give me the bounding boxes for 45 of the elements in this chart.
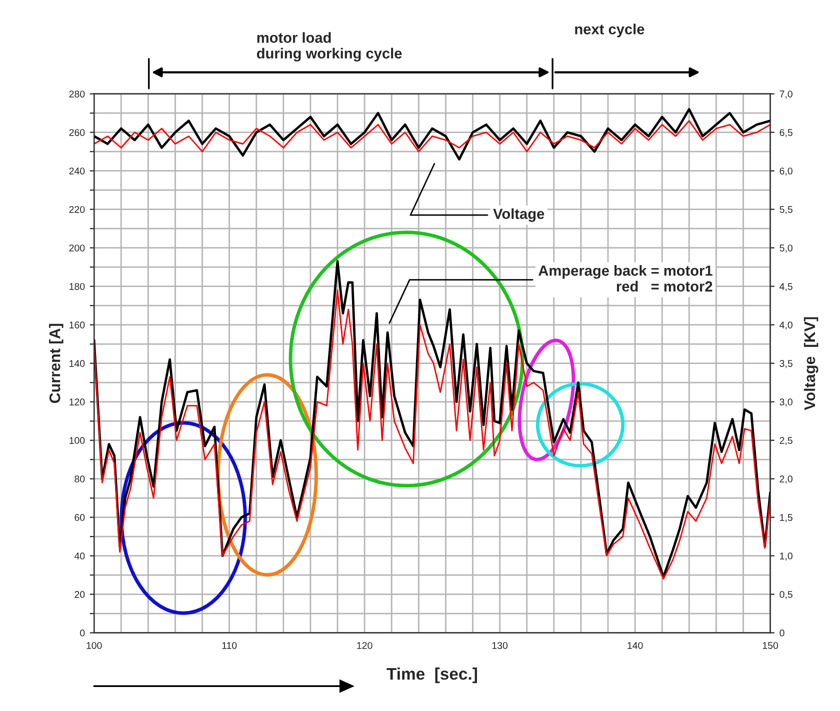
annotation: Amperage back = motor1 red = motor2 [538, 265, 712, 292]
y-tick-label: 40 [74, 552, 85, 560]
y-tick-label: 80 [74, 476, 85, 482]
annotation: Voltage [493, 208, 544, 222]
y-tick-label: 280 [69, 90, 85, 98]
y-tick-label: 140 [70, 360, 85, 367]
text: motor load during working cycle [256, 32, 402, 62]
y2-tick-label: 4,0 [780, 322, 792, 330]
y2-tick-label: 4,5 [780, 283, 792, 292]
x-tick-label: 120 [357, 642, 372, 649]
y2-tick-label: 0 [780, 630, 784, 636]
x-tick-label: 110 [222, 642, 237, 649]
y2-tick-label: 1,0 [780, 552, 792, 561]
y2-tick-label: 6,0 [780, 168, 792, 176]
y-tick-label: 0 [80, 630, 85, 636]
y-tick-label: 120 [70, 398, 85, 406]
y-tick-label: 100 [70, 437, 85, 444]
y-axis-title: Current [A] [49, 324, 64, 404]
y2-axis-title: Voltage [KV] [804, 317, 818, 410]
y-tick-label: 240 [69, 168, 85, 174]
y2-tick-label: 6,5 [780, 129, 792, 138]
y-tick-label: 260 [69, 129, 85, 136]
y2-tick-label: 2,5 [780, 437, 792, 446]
y-tick-label: 220 [69, 206, 85, 213]
y-tick-label: 200 [69, 244, 85, 252]
x-tick-label: 100 [86, 642, 102, 649]
y-tick-label: 20 [74, 591, 85, 598]
y2-tick-label: 1,5 [780, 514, 792, 522]
x-tick-label: 130 [492, 642, 508, 649]
y-tick-label: 60 [74, 514, 85, 521]
y-tick-label: 180 [70, 283, 85, 290]
y2-tick-label: 0,5 [780, 591, 792, 600]
x-axis-title: Time [sec.] [386, 668, 477, 684]
x-tick-label: 150 [762, 642, 778, 649]
y2-tick-label: 5,5 [780, 206, 792, 214]
y2-tick-label: 5,0 [780, 244, 792, 253]
y2-tick-label: 2,0 [780, 476, 792, 484]
line-series [94, 108, 770, 160]
y2-tick-label: 3,5 [780, 360, 792, 368]
line-series [94, 120, 770, 152]
y2-tick-label: 7,0 [780, 90, 792, 99]
x-tick-label: 140 [628, 642, 643, 649]
y-tick-label: 160 [70, 322, 85, 328]
text: next cycle [575, 24, 644, 38]
y2-tick-label: 3,0 [780, 398, 792, 407]
